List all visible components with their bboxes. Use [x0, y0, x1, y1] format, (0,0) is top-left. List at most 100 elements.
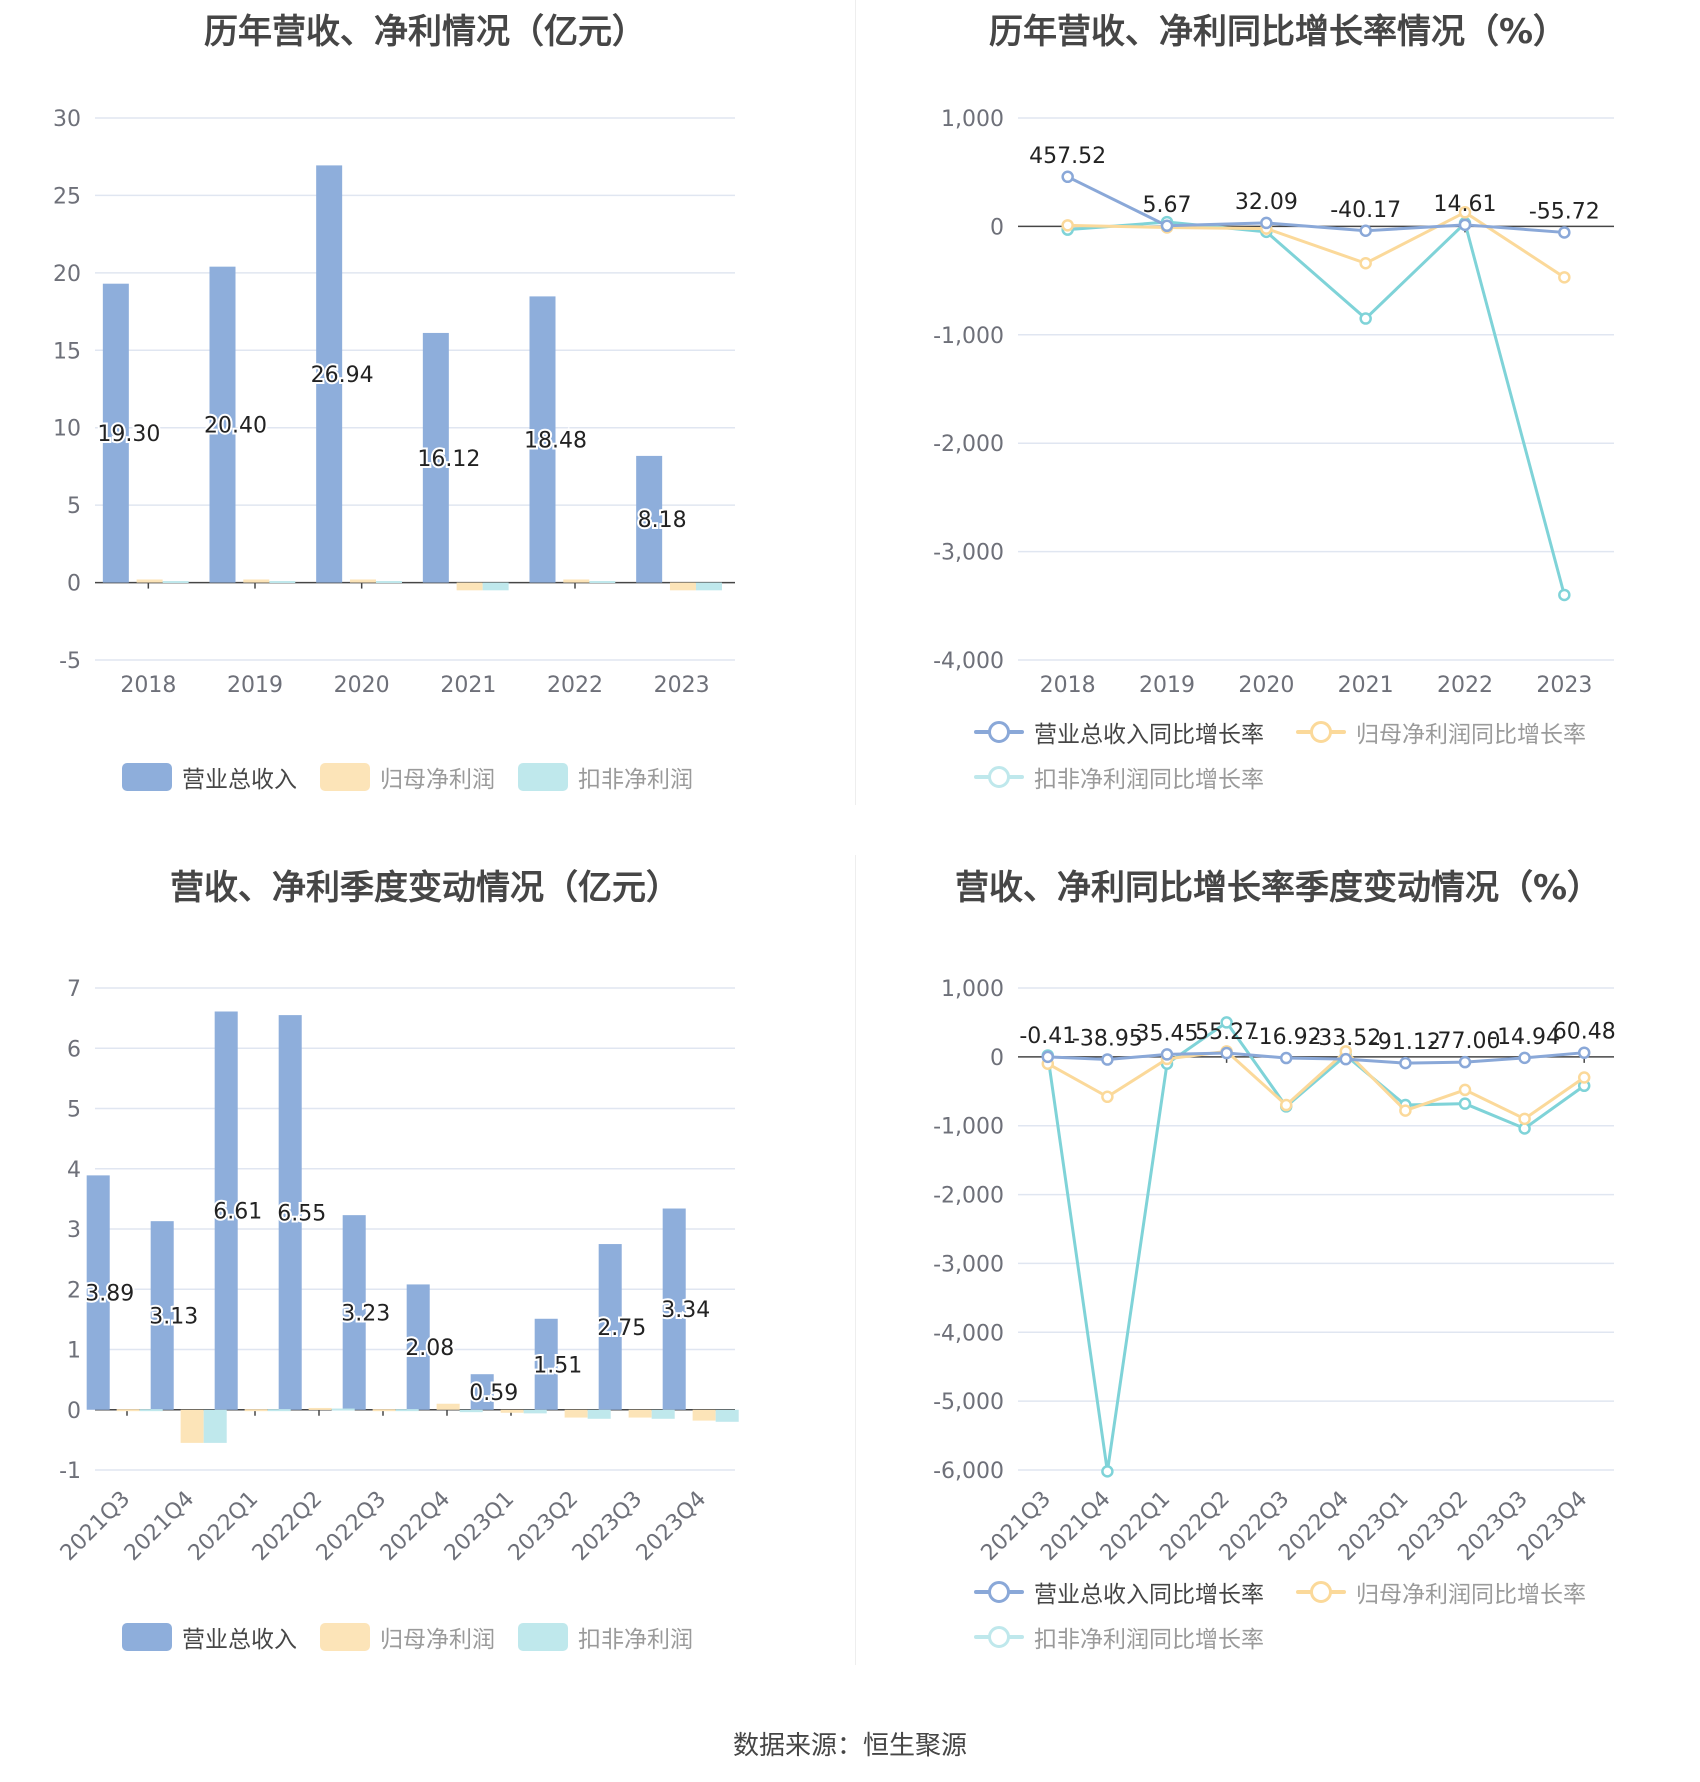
series-point — [1279, 1098, 1293, 1112]
series-point — [1518, 1051, 1531, 1065]
y-tick-label: -1,000 — [933, 324, 1004, 349]
legend-label-q-net-profit: 归母净利润 — [380, 1627, 495, 1653]
bar — [529, 296, 556, 583]
bar — [331, 1408, 355, 1411]
bar — [500, 1409, 524, 1413]
data-label: 18.48 — [524, 428, 587, 453]
legend-item-q-deducted-profit[interactable]: 扣非净利润 — [518, 1620, 693, 1654]
legend-item-q-revenue-growth[interactable]: 营业总收入同比增长率 — [974, 1575, 1264, 1609]
bar — [482, 582, 509, 591]
quarterly-growth-legend: 营业总收入同比增长率 归母净利润同比增长率 扣非净利润同比增长率 — [856, 1575, 1700, 1665]
y-tick-label: 5 — [67, 1098, 81, 1123]
series-point — [1101, 1053, 1114, 1066]
legend-item-deducted-profit[interactable]: 扣非净利润 — [518, 760, 693, 794]
legend-item-net-growth[interactable]: 归母净利润同比增长率 — [1296, 715, 1586, 749]
panel-divider-top — [855, 0, 856, 805]
bar — [564, 1409, 588, 1418]
annual-chart-legend: 营业总收入 归母净利润 扣非净利润 — [0, 760, 850, 800]
series-point — [1061, 170, 1074, 184]
y-tick-label: 20 — [53, 262, 81, 287]
series-point — [1339, 1052, 1353, 1066]
y-tick-label: -4,000 — [933, 649, 1004, 674]
x-tick-label: 2019 — [1139, 673, 1195, 698]
annual-growth-panel: 历年营收、净利同比增长率情况（%） 1,000 0 -1,000 -2,000 -3,0… — [856, 0, 1700, 830]
data-label: 19.30 — [97, 422, 160, 447]
series-point — [1399, 1056, 1412, 1070]
y-tick-label: 4 — [67, 1158, 81, 1183]
data-label: 6.55 — [277, 1201, 326, 1226]
legend-swatch-net-growth — [1296, 718, 1346, 746]
data-label: 1.51 — [533, 1353, 582, 1378]
bar — [244, 1409, 268, 1412]
data-source-label: 数据来源： — [732, 1731, 863, 1761]
series-line — [1047, 1049, 1586, 1121]
legend-swatch-q-revenue-growth — [974, 1578, 1024, 1606]
quarterly-revenue-profit-panel: 营收、净利季度变动情况（亿元） 7 6 5 4 3 2 1 0 -1 2021Q3 2021Q4 20… — [0, 855, 850, 1685]
legend-swatch-revenue — [122, 763, 172, 791]
y-tick-label: -2,000 — [933, 1184, 1004, 1209]
y-tick-label: 1,000 — [941, 977, 1004, 1002]
x-tick-label: 2023Q1 — [440, 1487, 519, 1566]
bar — [534, 1318, 558, 1410]
x-tick-label: 2022Q3 — [312, 1487, 391, 1566]
bar — [406, 1284, 430, 1410]
bar — [267, 1409, 291, 1412]
x-tick-label: 2023Q2 — [504, 1487, 583, 1566]
legend-item-revenue[interactable]: 营业总收入 — [122, 760, 297, 794]
series-point — [1220, 1046, 1233, 1060]
series-point — [1041, 1050, 1055, 1064]
legend-swatch-net-profit — [320, 763, 370, 791]
bar — [636, 455, 663, 583]
bar — [669, 582, 696, 591]
bar — [349, 579, 376, 583]
bar — [372, 1409, 396, 1412]
legend-item-q-deducted-growth[interactable]: 扣非净利润同比增长率 — [974, 1620, 1264, 1654]
data-label: -16.92 — [1251, 1025, 1322, 1050]
bar — [342, 1215, 366, 1410]
data-label: -77.00 — [1430, 1029, 1501, 1054]
legend-item-net-profit[interactable]: 归母净利润 — [320, 760, 495, 794]
legend-item-q-revenue[interactable]: 营业总收入 — [122, 1620, 297, 1654]
bar — [316, 165, 343, 583]
bar — [214, 1011, 238, 1410]
legend-swatch-q-net-profit — [320, 1623, 370, 1651]
series-point — [1458, 1055, 1472, 1069]
legend-label-q-revenue-growth: 营业总收入同比增长率 — [1034, 1582, 1264, 1608]
legend-swatch-q-net-growth — [1296, 1578, 1346, 1606]
data-label: -14.94 — [1489, 1025, 1560, 1050]
data-label: 3.23 — [341, 1301, 390, 1326]
legend-label-q-net-growth: 归母净利润同比增长率 — [1356, 1582, 1586, 1608]
data-label: -33.52 — [1310, 1026, 1381, 1051]
legend-swatch-revenue-growth — [974, 718, 1024, 746]
x-tick-label: 2022Q1 — [184, 1487, 263, 1566]
series-point — [1279, 1051, 1293, 1065]
legend-label-net-growth: 归母净利润同比增长率 — [1356, 722, 1586, 748]
bar — [86, 1175, 110, 1410]
legend-item-q-net-growth[interactable]: 归母净利润同比增长率 — [1296, 1575, 1586, 1609]
data-label: 20.40 — [204, 414, 267, 439]
legend-item-q-net-profit[interactable]: 归母净利润 — [320, 1620, 495, 1654]
y-tick-label: 0 — [990, 1046, 1004, 1071]
data-label: 0.59 — [469, 1381, 518, 1406]
y-tick-label: 3 — [67, 1218, 81, 1243]
series-point — [1399, 1104, 1412, 1117]
bar — [209, 266, 236, 583]
x-tick-label: 2021 — [1338, 673, 1394, 698]
series-point — [1220, 1016, 1233, 1029]
y-tick-label: -5 — [59, 649, 81, 674]
legend-swatch-q-deducted-profit — [518, 1623, 568, 1651]
bar — [598, 1244, 622, 1410]
bar — [587, 1409, 611, 1419]
x-tick-label: 2020 — [334, 673, 390, 698]
panel-divider-bottom — [855, 855, 856, 1665]
series-line — [1067, 175, 1565, 234]
x-tick-label: 2019 — [227, 673, 283, 698]
legend-item-deducted-growth[interactable]: 扣非净利润同比增长率 — [974, 760, 1264, 794]
x-tick-label: 2018 — [1040, 673, 1096, 698]
annual-bar-chart: 30 25 20 15 10 5 0 -5 2018 2019 2020 2021 2022 2023 19… — [53, 107, 735, 698]
y-tick-label: 10 — [53, 417, 81, 442]
bar — [459, 1409, 483, 1413]
legend-item-revenue-growth[interactable]: 营业总收入同比增长率 — [974, 715, 1264, 749]
data-label: -40.17 — [1330, 198, 1401, 223]
bar — [102, 283, 129, 583]
